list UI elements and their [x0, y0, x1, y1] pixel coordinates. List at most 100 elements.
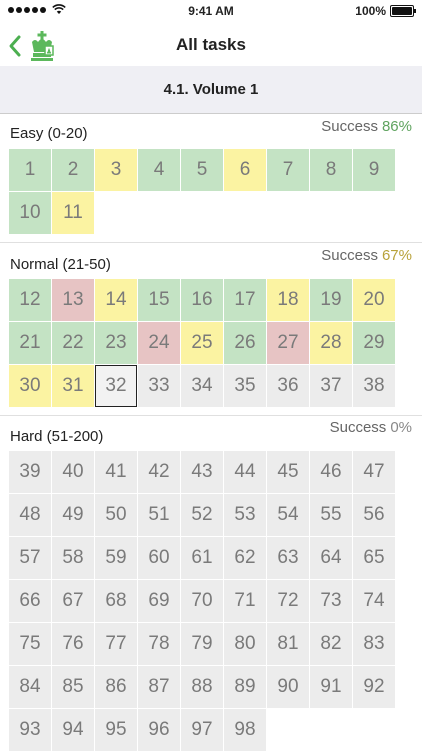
task-cell-65[interactable]: 65 [353, 537, 395, 579]
task-cell-10[interactable]: 10 [9, 192, 51, 234]
task-cell-15[interactable]: 15 [138, 279, 180, 321]
task-cell-79[interactable]: 79 [181, 623, 223, 665]
task-cell-39[interactable]: 39 [9, 451, 51, 493]
task-cell-98[interactable]: 98 [224, 709, 266, 751]
task-cell-55[interactable]: 55 [310, 494, 352, 536]
task-cell-83[interactable]: 83 [353, 623, 395, 665]
task-cell-77[interactable]: 77 [95, 623, 137, 665]
back-button[interactable]: ♟ [8, 30, 58, 62]
task-cell-87[interactable]: 87 [138, 666, 180, 708]
task-cell-3[interactable]: 3 [95, 149, 137, 191]
task-cell-42[interactable]: 42 [138, 451, 180, 493]
task-cell-28[interactable]: 28 [310, 322, 352, 364]
task-cell-97[interactable]: 97 [181, 709, 223, 751]
task-cell-18[interactable]: 18 [267, 279, 309, 321]
task-cell-76[interactable]: 76 [52, 623, 94, 665]
task-cell-40[interactable]: 40 [52, 451, 94, 493]
task-cell-30[interactable]: 30 [9, 365, 51, 407]
task-cell-81[interactable]: 81 [267, 623, 309, 665]
task-cell-8[interactable]: 8 [310, 149, 352, 191]
task-cell-37[interactable]: 37 [310, 365, 352, 407]
task-cell-82[interactable]: 82 [310, 623, 352, 665]
task-cell-1[interactable]: 1 [9, 149, 51, 191]
task-cell-12[interactable]: 12 [9, 279, 51, 321]
success-value: 67% [381, 247, 412, 264]
task-cell-91[interactable]: 91 [310, 666, 352, 708]
task-cell-94[interactable]: 94 [52, 709, 94, 751]
task-cell-46[interactable]: 46 [310, 451, 352, 493]
task-cell-49[interactable]: 49 [52, 494, 94, 536]
task-cell-67[interactable]: 67 [52, 580, 94, 622]
task-cell-25[interactable]: 25 [181, 322, 223, 364]
task-cell-72[interactable]: 72 [267, 580, 309, 622]
task-cell-36[interactable]: 36 [267, 365, 309, 407]
task-cell-19[interactable]: 19 [310, 279, 352, 321]
task-cell-23[interactable]: 23 [95, 322, 137, 364]
task-cell-95[interactable]: 95 [95, 709, 137, 751]
task-cell-89[interactable]: 89 [224, 666, 266, 708]
task-cell-48[interactable]: 48 [9, 494, 51, 536]
task-cell-63[interactable]: 63 [267, 537, 309, 579]
task-cell-56[interactable]: 56 [353, 494, 395, 536]
task-cell-80[interactable]: 80 [224, 623, 266, 665]
task-cell-85[interactable]: 85 [52, 666, 94, 708]
task-cell-16[interactable]: 16 [181, 279, 223, 321]
task-cell-92[interactable]: 92 [353, 666, 395, 708]
task-cell-20[interactable]: 20 [353, 279, 395, 321]
task-cell-78[interactable]: 78 [138, 623, 180, 665]
task-cell-9[interactable]: 9 [353, 149, 395, 191]
task-cell-57[interactable]: 57 [9, 537, 51, 579]
task-cell-93[interactable]: 93 [9, 709, 51, 751]
task-cell-58[interactable]: 58 [52, 537, 94, 579]
task-cell-38[interactable]: 38 [353, 365, 395, 407]
task-cell-71[interactable]: 71 [224, 580, 266, 622]
task-cell-45[interactable]: 45 [267, 451, 309, 493]
task-cell-22[interactable]: 22 [52, 322, 94, 364]
task-cell-64[interactable]: 64 [310, 537, 352, 579]
task-cell-90[interactable]: 90 [267, 666, 309, 708]
task-cell-2[interactable]: 2 [52, 149, 94, 191]
task-cell-50[interactable]: 50 [95, 494, 137, 536]
task-cell-13[interactable]: 13 [52, 279, 94, 321]
task-cell-26[interactable]: 26 [224, 322, 266, 364]
task-cell-31[interactable]: 31 [52, 365, 94, 407]
task-cell-96[interactable]: 96 [138, 709, 180, 751]
task-cell-27[interactable]: 27 [267, 322, 309, 364]
task-cell-73[interactable]: 73 [310, 580, 352, 622]
task-cell-34[interactable]: 34 [181, 365, 223, 407]
task-cell-47[interactable]: 47 [353, 451, 395, 493]
task-cell-21[interactable]: 21 [9, 322, 51, 364]
task-cell-7[interactable]: 7 [267, 149, 309, 191]
task-cell-29[interactable]: 29 [353, 322, 395, 364]
task-cell-4[interactable]: 4 [138, 149, 180, 191]
task-cell-70[interactable]: 70 [181, 580, 223, 622]
task-cell-60[interactable]: 60 [138, 537, 180, 579]
task-cell-11[interactable]: 11 [52, 192, 94, 234]
task-cell-86[interactable]: 86 [95, 666, 137, 708]
task-cell-17[interactable]: 17 [224, 279, 266, 321]
task-cell-54[interactable]: 54 [267, 494, 309, 536]
task-cell-53[interactable]: 53 [224, 494, 266, 536]
task-cell-69[interactable]: 69 [138, 580, 180, 622]
task-cell-66[interactable]: 66 [9, 580, 51, 622]
task-cell-35[interactable]: 35 [224, 365, 266, 407]
task-cell-6[interactable]: 6 [224, 149, 266, 191]
task-cell-62[interactable]: 62 [224, 537, 266, 579]
task-cell-24[interactable]: 24 [138, 322, 180, 364]
task-cell-44[interactable]: 44 [224, 451, 266, 493]
task-cell-88[interactable]: 88 [181, 666, 223, 708]
task-cell-59[interactable]: 59 [95, 537, 137, 579]
task-cell-52[interactable]: 52 [181, 494, 223, 536]
task-cell-74[interactable]: 74 [353, 580, 395, 622]
task-cell-68[interactable]: 68 [95, 580, 137, 622]
task-cell-61[interactable]: 61 [181, 537, 223, 579]
task-cell-32[interactable]: 32 [95, 365, 137, 407]
task-cell-84[interactable]: 84 [9, 666, 51, 708]
task-cell-33[interactable]: 33 [138, 365, 180, 407]
task-cell-43[interactable]: 43 [181, 451, 223, 493]
task-cell-5[interactable]: 5 [181, 149, 223, 191]
task-cell-75[interactable]: 75 [9, 623, 51, 665]
task-cell-14[interactable]: 14 [95, 279, 137, 321]
task-cell-51[interactable]: 51 [138, 494, 180, 536]
task-cell-41[interactable]: 41 [95, 451, 137, 493]
